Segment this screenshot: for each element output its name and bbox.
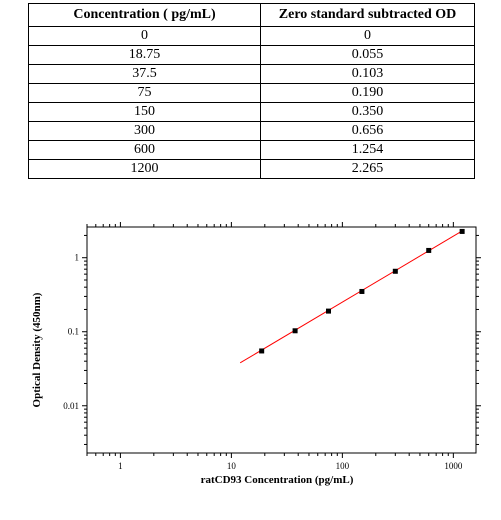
x-tick-label: 1 [118,461,123,471]
x-tick-label: 10 [227,461,237,471]
data-point [459,228,465,234]
cell-concentration: 150 [28,102,261,122]
table-row: 300 0.656 [28,121,475,141]
cell-od: 0.103 [260,64,475,84]
cell-od: 0.190 [260,83,475,103]
cell-od: 2.265 [260,159,475,179]
cell-od: 1.254 [260,140,475,160]
y-tick-label: 1 [75,253,80,263]
cell-concentration: 300 [28,121,261,141]
cell-concentration: 600 [28,140,261,160]
x-tick-label: 1000 [444,461,463,471]
y-tick-label: 0.01 [63,401,79,411]
table-row: 37.5 0.103 [28,64,475,84]
fit-line [239,230,463,364]
cell-od: 0 [260,26,475,46]
data-point [392,268,398,274]
cell-concentration: 37.5 [28,64,261,84]
table-header-row: Concentration ( pg/mL) Zero standard sub… [28,3,475,27]
x-tick-label: 100 [336,461,350,471]
data-point [426,247,432,253]
data-point-layer [259,228,465,354]
data-point [259,348,265,354]
table-row: 600 1.254 [28,140,475,160]
data-point [292,328,298,334]
cell-od: 0.055 [260,45,475,65]
cell-concentration: 1200 [28,159,261,179]
table-row: 1200 2.265 [28,159,475,179]
table-row: 75 0.190 [28,83,475,103]
y-tick-label: 0.1 [68,327,79,337]
plot-frame [86,226,477,454]
column-header-concentration: Concentration ( pg/mL) [28,3,261,27]
x-axis-title: ratCD93 Concentration (pg/mL) [201,474,354,486]
cell-concentration: 0 [28,26,261,46]
standard-curve-table: Concentration ( pg/mL) Zero standard sub… [28,3,475,179]
cell-concentration: 18.75 [28,45,261,65]
data-point [326,308,332,314]
column-header-od: Zero standard subtracted OD [260,3,475,27]
cell-od: 0.350 [260,102,475,122]
data-point [359,288,365,294]
table-row: 150 0.350 [28,102,475,122]
cell-od: 0.656 [260,121,475,141]
standard-curve-chart: 1 10 100 1000 0.01 0.1 1 ratCD93 Concentration… [31,222,481,486]
cell-concentration: 75 [28,83,261,103]
plot-axes: 1 10 100 1000 0.01 0.1 1 [63,222,481,471]
table-row: 18.75 0.055 [28,45,475,65]
fit-line-layer [239,230,463,364]
y-axis-title: Optical Density (450nm) [31,292,43,407]
